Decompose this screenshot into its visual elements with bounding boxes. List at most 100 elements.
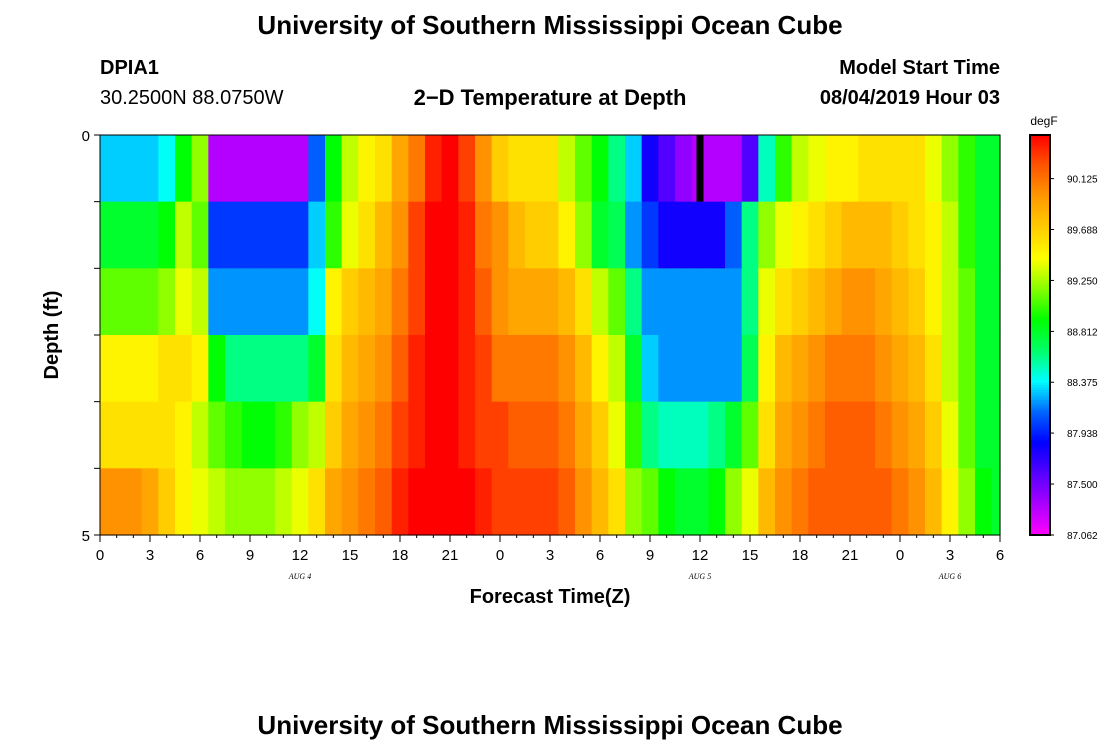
heatmap-cell — [208, 335, 226, 403]
colorbar-segment — [1030, 335, 1050, 339]
heatmap-cell — [408, 401, 426, 469]
colorbar-segment — [1030, 437, 1050, 441]
heatmap-cell — [208, 268, 226, 336]
colorbar-segment — [1030, 515, 1050, 519]
heatmap-cell — [191, 401, 209, 469]
heatmap-cell — [625, 268, 643, 336]
heatmap-cell — [258, 335, 276, 403]
heatmap-cell — [641, 268, 659, 336]
heatmap-cell — [375, 201, 393, 269]
colorbar-segment — [1030, 147, 1050, 151]
x-tick-label: 18 — [792, 547, 809, 564]
colorbar-segment — [1030, 480, 1050, 484]
heatmap-cell — [175, 468, 193, 536]
colorbar-segment — [1030, 245, 1050, 249]
heatmap-cell — [958, 401, 976, 469]
heatmap-cell — [458, 335, 476, 403]
heatmap-cell — [841, 135, 859, 203]
heatmap-cell — [525, 468, 543, 536]
colorbar-segment — [1030, 297, 1050, 301]
colorbar-segment — [1030, 150, 1050, 154]
heatmap-cell — [825, 135, 843, 203]
heatmap-cell — [125, 135, 143, 203]
colorbar-segment — [1030, 435, 1050, 439]
heatmap-cell — [658, 401, 676, 469]
heatmap-cell — [258, 135, 276, 203]
heatmap-cell — [541, 468, 559, 536]
heatmap-cell — [308, 335, 326, 403]
colorbar-segment — [1030, 250, 1050, 254]
heatmap-cell — [925, 401, 943, 469]
heatmap-cell — [291, 268, 309, 336]
x-tick-label: 12 — [692, 547, 709, 564]
heatmap-cell — [925, 135, 943, 203]
heatmap-cell — [141, 268, 159, 336]
colorbar-segment — [1030, 305, 1050, 309]
colorbar-segment — [1030, 500, 1050, 504]
colorbar-segment — [1030, 522, 1050, 526]
heatmap-cell — [441, 135, 459, 203]
colorbar-segment — [1030, 490, 1050, 494]
day-labels: AUG 4 AUG 5 AUG 6 — [288, 572, 961, 581]
colorbar-segment — [1030, 470, 1050, 474]
heatmap-cell — [941, 201, 959, 269]
heatmap-cell — [541, 201, 559, 269]
heatmap-cell — [758, 335, 776, 403]
heatmap-cell — [100, 468, 109, 536]
colorbar-segment — [1030, 477, 1050, 481]
heatmap-cell — [458, 201, 476, 269]
colorbar-segment — [1030, 525, 1050, 529]
heatmap-cell — [891, 135, 909, 203]
heatmap-cell — [625, 468, 643, 536]
heatmap-cell — [141, 201, 159, 269]
heatmap-cell — [958, 335, 976, 403]
colorbar-segment — [1030, 422, 1050, 426]
colorbar-segment — [1030, 285, 1050, 289]
heatmap-cell — [475, 135, 493, 203]
heatmap-cell — [708, 201, 726, 269]
heatmap-cell — [675, 135, 693, 203]
heatmap-cell — [341, 335, 359, 403]
heatmap-cell — [158, 468, 176, 536]
heatmap-cell — [458, 401, 476, 469]
heatmap-cell — [691, 335, 709, 403]
heatmap-cell — [591, 135, 609, 203]
heatmap-cell — [341, 135, 359, 203]
y-tick-label: 5 — [82, 528, 90, 545]
colorbar-segment — [1030, 317, 1050, 321]
x-tick-label: 6 — [996, 547, 1004, 564]
heatmap-cell — [775, 335, 793, 403]
heatmap-cell — [375, 335, 393, 403]
heatmap-cell — [341, 268, 359, 336]
heatmap-cell — [791, 401, 809, 469]
heatmap-cell — [908, 135, 926, 203]
model-start-label: Model Start Time — [839, 57, 1000, 79]
heatmap-cell — [775, 468, 793, 536]
heatmap-cell — [991, 335, 1001, 403]
colorbar-segment — [1030, 445, 1050, 449]
heatmap-cell — [891, 468, 909, 536]
colorbar-label: 88.812 — [1067, 327, 1098, 338]
colorbar-segment — [1030, 415, 1050, 419]
heatmap-cell — [391, 135, 409, 203]
heatmap-cell — [525, 135, 543, 203]
colorbar-label: 88.375 — [1067, 378, 1098, 389]
colorbar-segment — [1030, 402, 1050, 406]
colorbar-segment — [1030, 247, 1050, 251]
heatmap-cell — [108, 135, 126, 203]
heatmap-cell — [125, 268, 143, 336]
colorbar-segment — [1030, 327, 1050, 331]
heatmap-cell — [141, 335, 159, 403]
heatmap-cell — [225, 135, 243, 203]
heatmap-cell — [458, 468, 476, 536]
x-tick-label: 18 — [392, 547, 409, 564]
colorbar-segment — [1030, 512, 1050, 516]
heatmap-cell — [541, 135, 559, 203]
heatmap-cell — [425, 401, 443, 469]
y-axis-label: Depth (ft) — [41, 291, 63, 380]
heatmap-cell — [441, 335, 459, 403]
heatmap-cell — [491, 268, 509, 336]
heatmap-cell — [575, 268, 593, 336]
heatmap-cell — [125, 468, 143, 536]
x-tick-label: 15 — [342, 547, 359, 564]
